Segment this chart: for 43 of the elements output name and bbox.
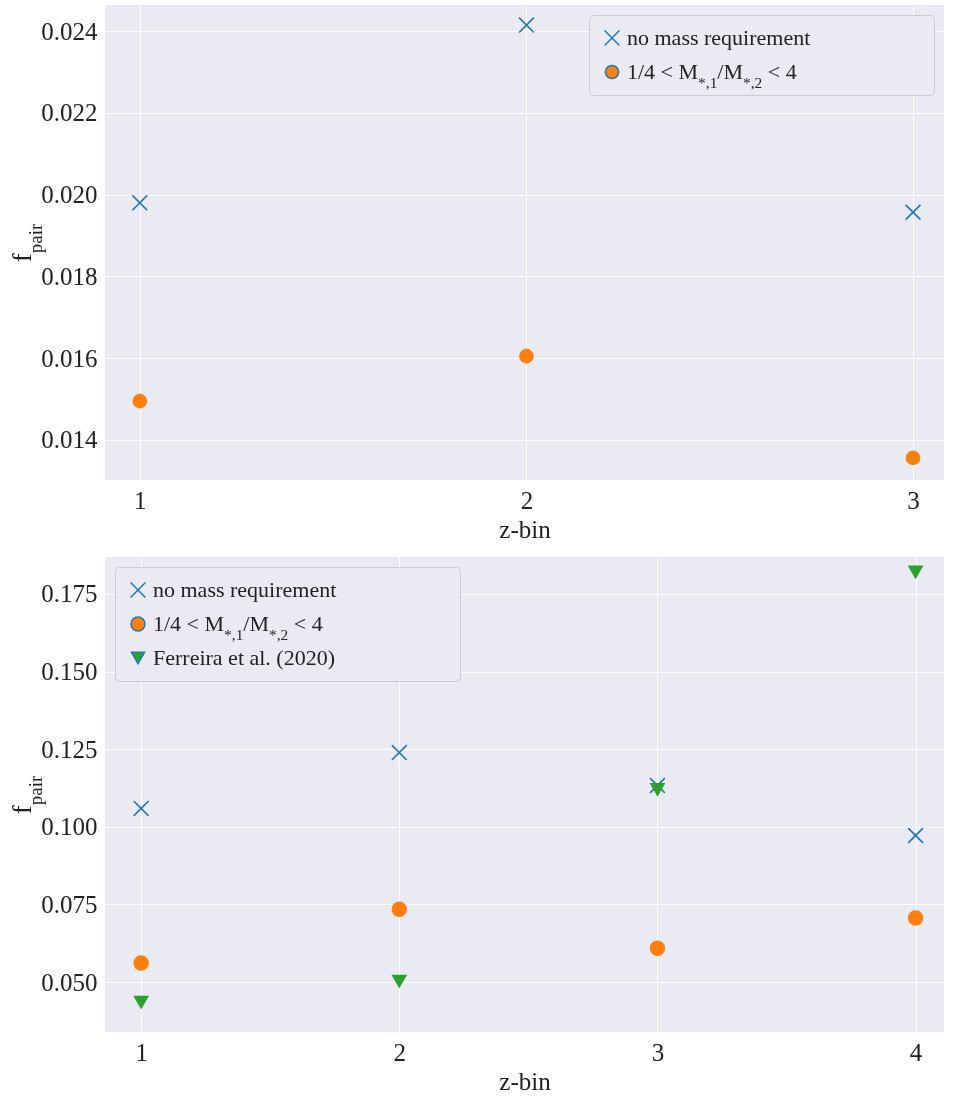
point	[907, 910, 924, 926]
y-tick-label: 0.100	[41, 813, 98, 841]
x-tick-label: 3	[651, 1038, 665, 1066]
point	[518, 16, 535, 34]
x-tick-label: 1	[134, 486, 147, 514]
y-tick-label: 0.125	[41, 735, 98, 763]
x-tick-label: 4	[909, 1038, 923, 1066]
legend-label: no mass requirement	[627, 25, 811, 50]
point	[391, 974, 407, 988]
y-tick-label: 0.022	[41, 99, 98, 127]
point	[908, 565, 923, 579]
point	[132, 393, 148, 409]
point	[133, 955, 149, 971]
x-tick-label: 2	[393, 1038, 407, 1066]
y-tick-label: 0.014	[41, 426, 98, 454]
point	[391, 901, 408, 918]
x-tick-label: 3	[907, 486, 920, 514]
point	[650, 783, 665, 796]
y-tick-label: 0.024	[41, 17, 98, 45]
legend-label: no mass requirement	[153, 577, 337, 602]
x-axis-title: z-bin	[499, 1067, 552, 1095]
point	[649, 940, 666, 956]
point	[131, 194, 149, 212]
y-tick-label: 0.050	[41, 968, 98, 996]
point	[132, 800, 150, 817]
y-tick-label: 0.075	[41, 890, 98, 918]
legend-label: 1/4 < M$_{*,1}$/M$_{*,2}$ < 4	[153, 611, 323, 643]
x-axis-title: z-bin	[499, 515, 552, 543]
point	[391, 744, 408, 761]
point	[905, 450, 921, 466]
x-tick-label: 2	[520, 486, 534, 514]
legend-label: 1/4 < M$_{*,1}$/M$_{*,2}$ < 4	[627, 59, 797, 91]
y-tick-label: 0.020	[41, 181, 98, 209]
point	[907, 827, 924, 844]
y-tick-label: 0.175	[41, 580, 98, 608]
point	[133, 995, 149, 1009]
y-tick-label: 0.016	[41, 344, 98, 372]
point	[519, 348, 534, 364]
y-tick-label: 0.150	[41, 658, 98, 686]
y-tick-label: 0.018	[41, 262, 98, 290]
legend-label: Ferreira et al. (2020)	[153, 645, 336, 670]
point	[904, 204, 922, 221]
x-tick-label: 1	[135, 1038, 148, 1066]
